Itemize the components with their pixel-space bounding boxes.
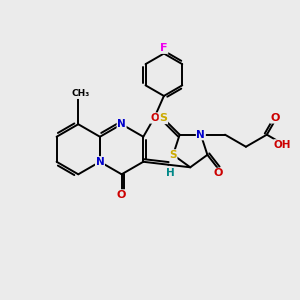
Text: O: O: [214, 168, 223, 178]
Text: H: H: [166, 168, 175, 178]
Text: S: S: [160, 113, 167, 124]
Text: O: O: [117, 190, 126, 200]
Text: N: N: [96, 157, 104, 167]
Text: N: N: [196, 130, 205, 140]
Text: OH: OH: [274, 140, 292, 150]
Text: CH₃: CH₃: [71, 89, 90, 98]
Text: S: S: [169, 150, 177, 160]
Text: F: F: [160, 43, 168, 53]
Text: N: N: [117, 119, 126, 129]
Text: O: O: [150, 113, 159, 123]
Text: O: O: [270, 113, 280, 123]
